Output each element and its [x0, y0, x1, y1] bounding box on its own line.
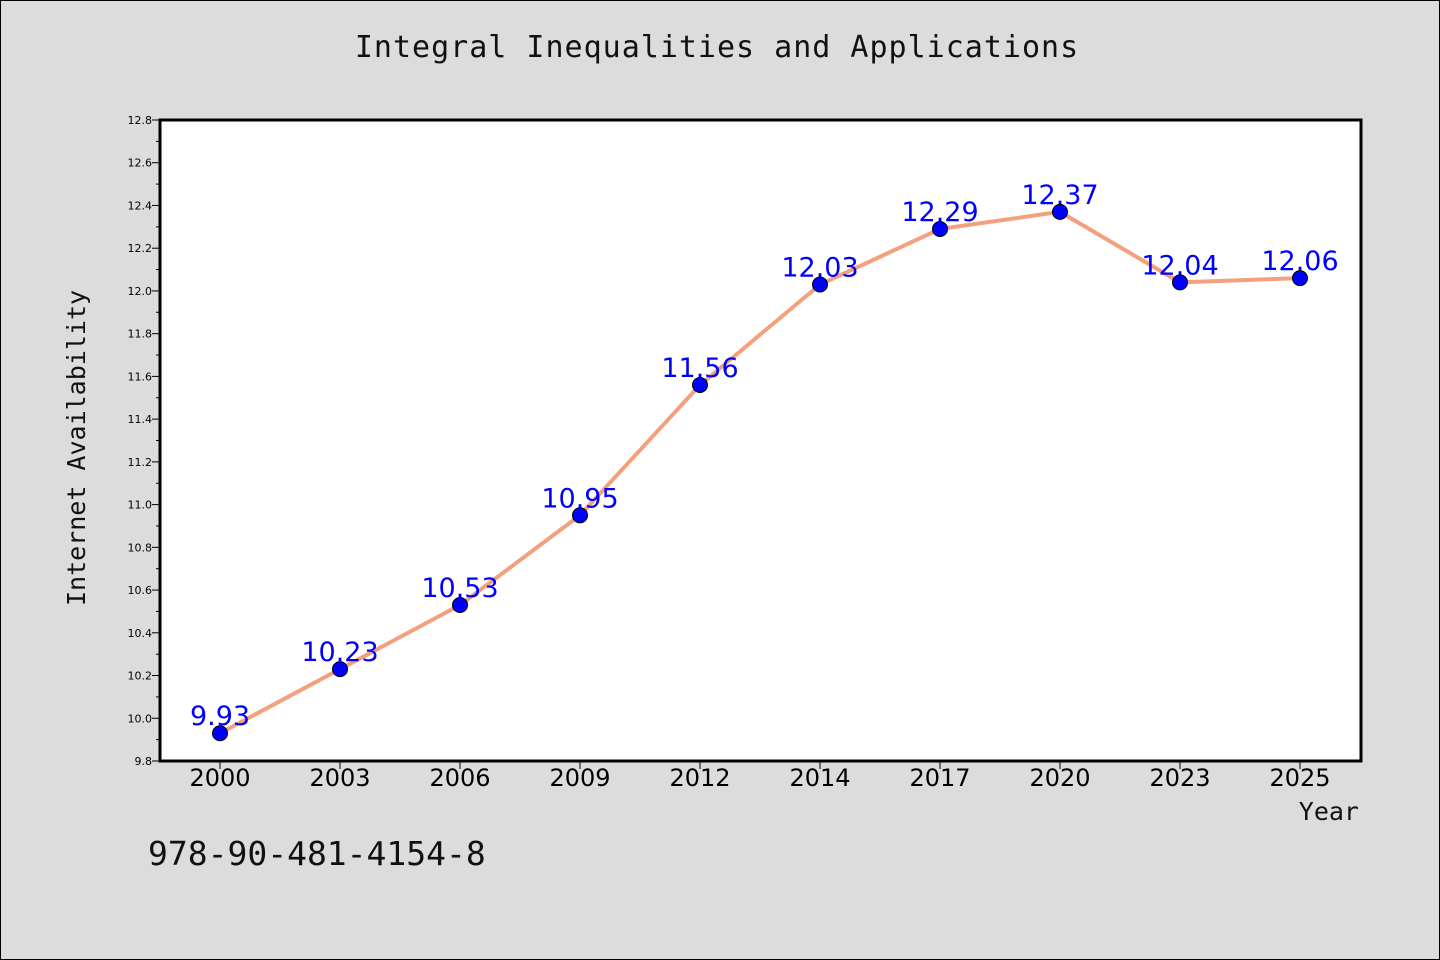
data-label: 12.29	[901, 197, 978, 228]
y-tick-label: 9.8	[135, 755, 153, 768]
x-tick-label: 2012	[669, 764, 730, 792]
data-point	[452, 597, 468, 614]
isbn-label: 978-90-481-4154-8	[148, 834, 486, 873]
y-tick-label: 10.2	[128, 670, 153, 683]
plot-area	[158, 118, 1363, 763]
data-point	[812, 276, 828, 293]
y-axis-label: Internet Availability	[62, 290, 91, 606]
series-line	[219, 209, 1301, 735]
y-tick-label: 10.6	[128, 584, 153, 597]
data-point	[212, 725, 228, 742]
x-axis: 2000 2003 2006 2009 2012 2014 2017 2020 2023 2025	[189, 761, 1331, 792]
y-tick-label: 11.6	[128, 370, 153, 383]
y-tick-label: 12.8	[128, 114, 153, 127]
data-point	[332, 661, 348, 678]
x-tick-label: 2009	[549, 764, 610, 792]
series-layer: 9.93 10.23 10.53 10.95 11.56 12.03 12.29 12.37 1…	[190, 180, 1339, 742]
data-label: 12.03	[781, 253, 858, 284]
y-tick-label: 11.4	[128, 413, 153, 426]
y-tick-label: 11.2	[128, 456, 153, 469]
y-tick-label: 10.4	[128, 627, 153, 640]
data-label: 12.06	[1261, 246, 1338, 277]
data-label: 9.93	[190, 701, 250, 732]
x-axis-label: Year	[1299, 797, 1359, 826]
y-tick-label: 11.8	[128, 328, 153, 341]
data-label: 10.23	[301, 637, 378, 668]
x-tick-label: 2023	[1149, 764, 1210, 792]
y-axis: 9.8 10.0 10.2 10.4 10.6 10.8 11.0 11.2 11.4 11.6 1…	[128, 114, 160, 768]
data-label: 10.95	[541, 483, 618, 514]
data-label: 12.37	[1021, 180, 1098, 211]
y-tick-label: 12.4	[128, 199, 153, 212]
y-tick-label: 10.0	[128, 712, 153, 725]
y-tick-label: 12.6	[128, 157, 153, 170]
data-point	[1172, 274, 1188, 291]
x-tick-label: 2003	[309, 764, 370, 792]
data-point	[1052, 203, 1068, 220]
y-tick-label: 12.2	[128, 242, 153, 255]
data-label: 11.56	[661, 353, 738, 384]
chart-title: Integral Inequalities and Applications	[354, 30, 1080, 65]
data-point	[1292, 270, 1308, 287]
data-point	[692, 376, 708, 393]
data-label: 12.04	[1141, 250, 1218, 281]
y-tick-label: 11.0	[128, 499, 153, 512]
x-tick-label: 2017	[909, 764, 970, 792]
x-tick-label: 2000	[189, 764, 250, 792]
data-point	[932, 220, 948, 237]
data-point	[572, 507, 588, 524]
y-tick-label: 12.0	[128, 285, 153, 298]
y-tick-label: 10.8	[128, 541, 153, 554]
x-tick-label: 2006	[429, 764, 490, 792]
data-label: 10.53	[421, 573, 498, 604]
x-tick-label: 2014	[789, 764, 850, 792]
x-tick-label: 2025	[1269, 764, 1330, 792]
x-tick-label: 2020	[1029, 764, 1090, 792]
